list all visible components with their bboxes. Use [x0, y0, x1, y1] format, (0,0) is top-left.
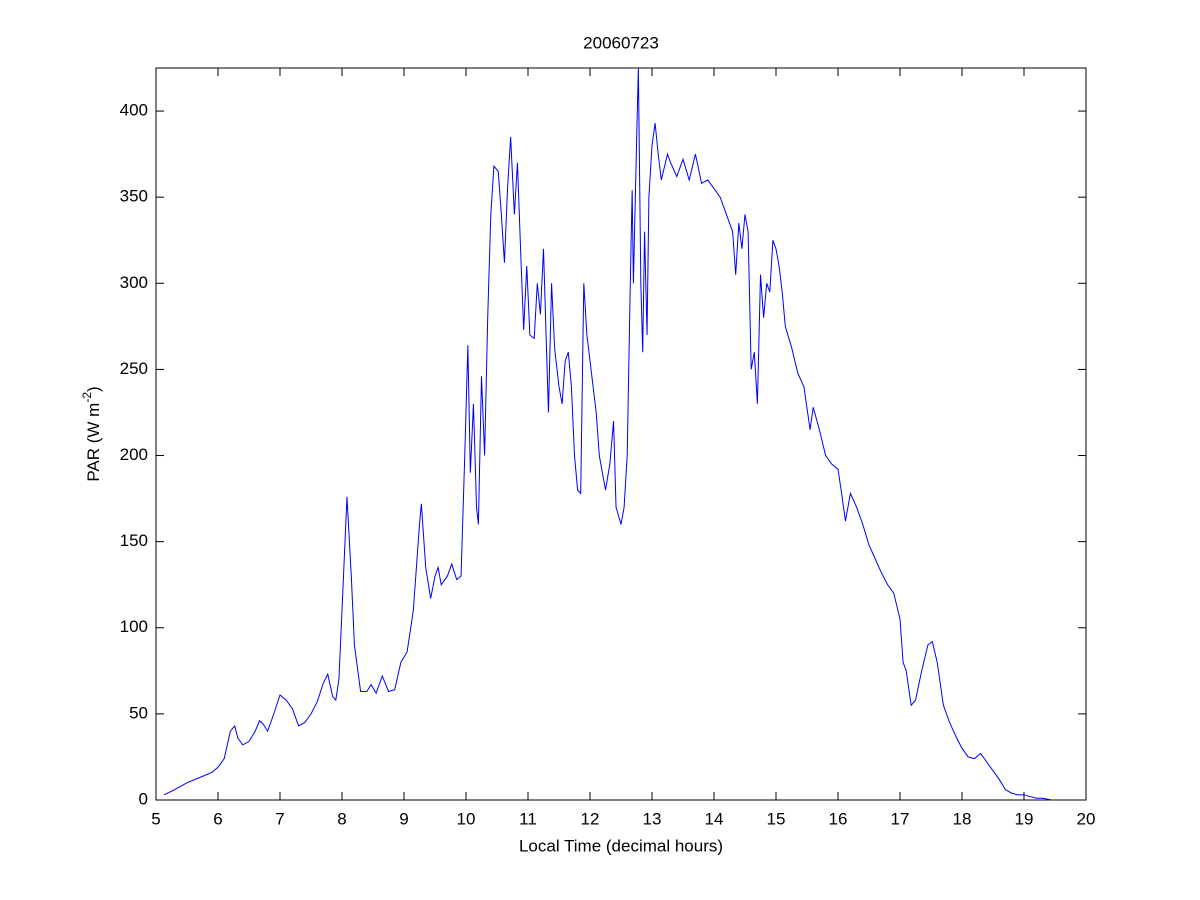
x-tick-label: 16: [829, 809, 848, 828]
y-label-superscript: -2: [80, 392, 94, 403]
x-tick-label: 19: [1015, 809, 1034, 828]
y-axis-label: PAR (W m-2): [80, 386, 103, 481]
data-line: [163, 67, 1052, 801]
y-tick-label: 400: [120, 101, 148, 120]
x-tick-label: 10: [457, 809, 476, 828]
y-tick-label: 150: [120, 531, 148, 550]
x-tick-label: 6: [213, 809, 222, 828]
x-tick-label: 11: [519, 809, 537, 828]
x-tick-label: 15: [767, 809, 786, 828]
y-tick-label: 100: [120, 617, 148, 636]
y-tick-label: 50: [129, 703, 148, 722]
x-tick-label: 14: [705, 809, 724, 828]
plot-area: [155, 67, 1087, 801]
chart-title: 20060723: [583, 33, 659, 52]
y-tick-label: 350: [120, 187, 148, 206]
x-tick-label: 8: [337, 809, 346, 828]
y-tick-label: 0: [139, 789, 148, 808]
x-tick-label: 7: [275, 809, 284, 828]
x-tick-label: 13: [643, 809, 662, 828]
x-axis-label: Local Time (decimal hours): [519, 836, 723, 855]
y-tick-label: 300: [120, 273, 148, 292]
y-label-text: PAR (W m: [84, 403, 103, 482]
x-tick-label: 9: [399, 809, 408, 828]
x-tick-label: 5: [151, 809, 160, 828]
x-tick-label: 18: [953, 809, 972, 828]
y-tick-label: 250: [120, 359, 148, 378]
x-tick-label: 12: [581, 809, 600, 828]
x-tick-label: 17: [891, 809, 910, 828]
y-label-end: ): [84, 386, 103, 392]
y-tick-label: 200: [120, 445, 148, 464]
x-tick-label: 20: [1077, 809, 1096, 828]
